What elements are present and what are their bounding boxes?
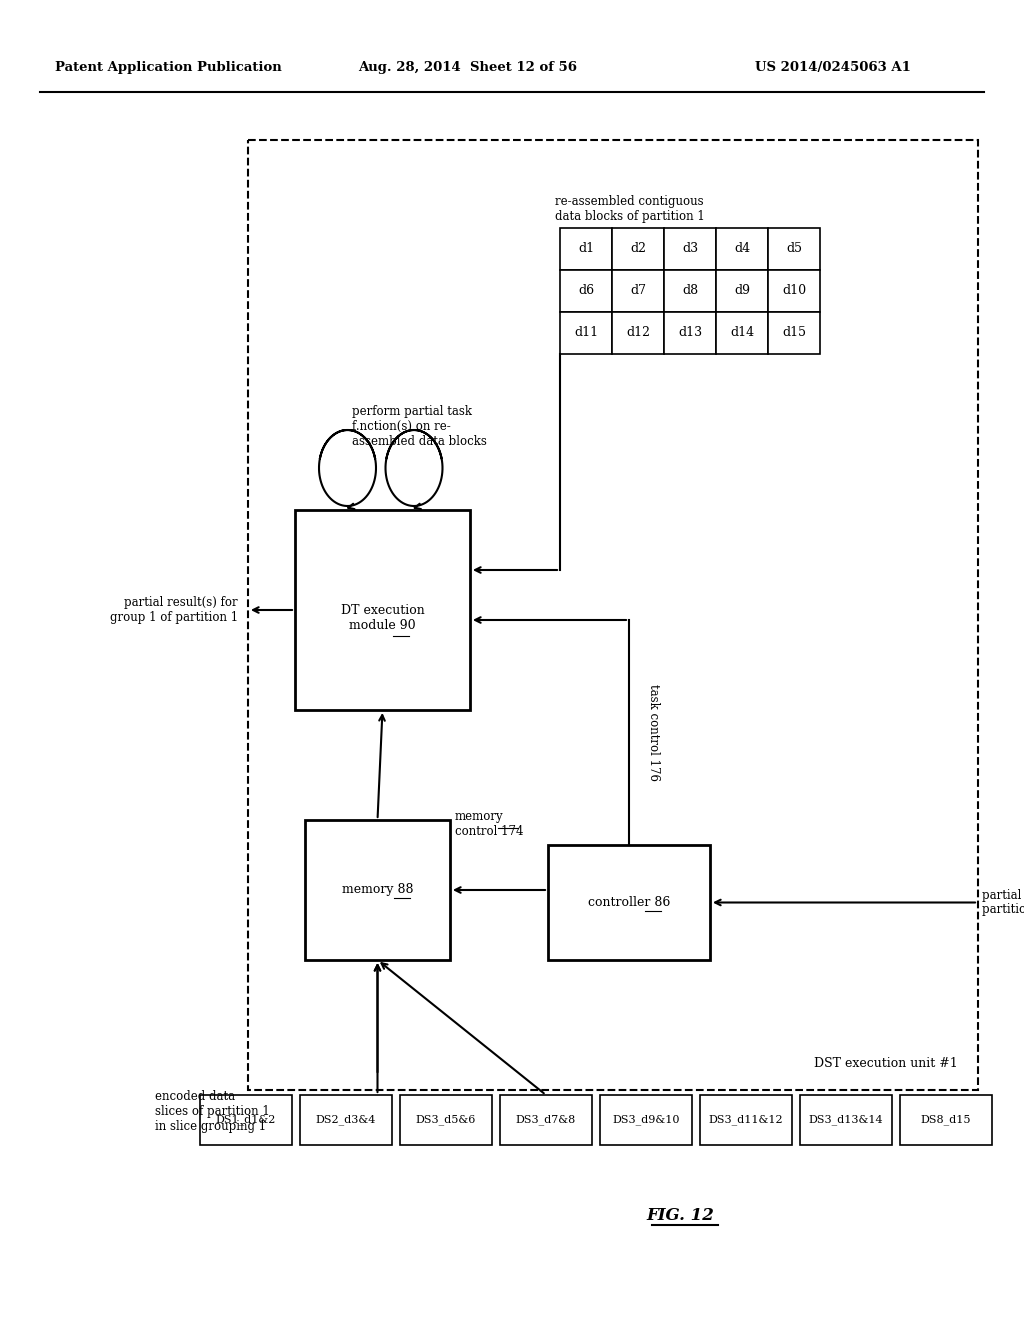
Text: DS3_d11&12: DS3_d11&12 — [709, 1114, 783, 1126]
Bar — [560, 271, 612, 312]
Text: d7: d7 — [630, 285, 646, 297]
Bar — [800, 1096, 892, 1144]
Text: d15: d15 — [782, 326, 806, 339]
Bar — [560, 228, 612, 271]
Text: d10: d10 — [782, 285, 806, 297]
Text: encoded data
slices of partition 1
in slice grouping 1: encoded data slices of partition 1 in sl… — [155, 1090, 269, 1133]
Bar — [716, 312, 768, 354]
Bar — [300, 1096, 392, 1144]
Text: d14: d14 — [730, 326, 754, 339]
Bar — [200, 1096, 292, 1144]
Bar — [664, 271, 716, 312]
Text: perform partial task
f.nction(s) on re-
assembled data blocks: perform partial task f.nction(s) on re- … — [352, 405, 487, 447]
Text: d12: d12 — [626, 326, 650, 339]
Bar — [400, 1096, 492, 1144]
Bar — [560, 312, 612, 354]
Bar — [612, 271, 664, 312]
Bar — [664, 228, 716, 271]
Text: DS3_d13&14: DS3_d13&14 — [809, 1114, 884, 1126]
Bar — [700, 1096, 792, 1144]
Text: US 2014/0245063 A1: US 2014/0245063 A1 — [755, 62, 911, 74]
Text: controller 86: controller 86 — [588, 896, 670, 909]
Text: DS2_d3&4: DS2_d3&4 — [315, 1114, 376, 1126]
Text: d1: d1 — [578, 243, 594, 256]
Text: partial result(s) for
group 1 of partition 1: partial result(s) for group 1 of partiti… — [110, 597, 238, 624]
Text: d3: d3 — [682, 243, 698, 256]
Text: memory 88: memory 88 — [342, 883, 414, 896]
Bar — [768, 312, 820, 354]
Bar — [305, 820, 450, 960]
Text: DT execution
module 90: DT execution module 90 — [341, 605, 424, 632]
Text: task control 176: task control 176 — [647, 684, 660, 781]
Bar — [500, 1096, 592, 1144]
Text: d11: d11 — [573, 326, 598, 339]
Text: memory
control 174: memory control 174 — [455, 810, 523, 838]
Text: DS3_d9&10: DS3_d9&10 — [612, 1114, 680, 1126]
Text: re-assembled contiguous
data blocks of partition 1: re-assembled contiguous data blocks of p… — [555, 195, 705, 223]
Text: d5: d5 — [786, 243, 802, 256]
Text: Patent Application Publication: Patent Application Publication — [55, 62, 282, 74]
Bar — [768, 228, 820, 271]
Text: FIG. 12: FIG. 12 — [646, 1206, 714, 1224]
Text: d6: d6 — [578, 285, 594, 297]
Text: Aug. 28, 2014  Sheet 12 of 56: Aug. 28, 2014 Sheet 12 of 56 — [358, 62, 577, 74]
Bar — [548, 845, 710, 960]
Bar — [768, 271, 820, 312]
Text: d4: d4 — [734, 243, 750, 256]
Bar — [900, 1096, 992, 1144]
Bar — [600, 1096, 692, 1144]
Bar — [612, 312, 664, 354]
Bar — [716, 228, 768, 271]
Bar — [664, 312, 716, 354]
Text: d8: d8 — [682, 285, 698, 297]
Text: d9: d9 — [734, 285, 750, 297]
Text: DS1_d1&2: DS1_d1&2 — [216, 1114, 276, 1126]
Bar — [295, 510, 470, 710]
Text: d2: d2 — [630, 243, 646, 256]
Text: DST execution unit #1: DST execution unit #1 — [814, 1057, 958, 1071]
Text: DS8_d15: DS8_d15 — [921, 1114, 971, 1126]
Text: d13: d13 — [678, 326, 702, 339]
Bar — [612, 228, 664, 271]
Bar — [248, 140, 978, 1090]
Text: partial task for
partition 1: partial task for partition 1 — [982, 888, 1024, 916]
Text: DS3_d5&6: DS3_d5&6 — [416, 1114, 476, 1126]
Text: DS3_d7&8: DS3_d7&8 — [516, 1114, 577, 1126]
Bar — [716, 271, 768, 312]
